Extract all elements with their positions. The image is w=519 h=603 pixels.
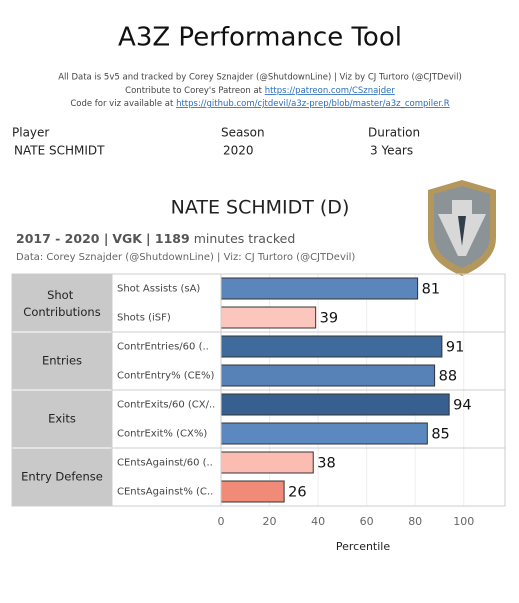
bar (220, 422, 428, 445)
bar (220, 480, 285, 503)
bar (220, 335, 443, 358)
x-tick-label: 0 (218, 515, 225, 528)
value-label: 38 (317, 456, 335, 472)
credit: Contribute to Corey's Patreon at (125, 86, 262, 96)
value-label: 85 (431, 427, 449, 443)
value-label: 26 (288, 485, 306, 501)
bar (220, 393, 450, 416)
category-label: Shots (iSF) (117, 313, 171, 324)
value-label: 39 (320, 311, 338, 327)
x-tick-label: 40 (311, 515, 325, 528)
value-label: 88 (439, 369, 457, 385)
subtitle-part: 2017 - 2020 | (16, 231, 108, 246)
group-cell (11, 273, 113, 333)
filter-value[interactable]: 2020 (223, 144, 254, 158)
filter-label: Season (221, 126, 265, 140)
x-tick-label: 60 (360, 515, 374, 528)
subtitle: 2017 - 2020 | VGK | 1189 minutes tracked (16, 231, 295, 246)
value-label: 91 (446, 340, 464, 356)
link[interactable]: https://patreon.com/CSznajder (265, 86, 396, 96)
subtitle-part: minutes tracked (194, 231, 296, 246)
source: Data: Corey Sznajder (@ShutdownLine) | V… (16, 252, 355, 263)
x-axis-label: Percentile (336, 540, 391, 553)
category-label: ContrExit% (CX%) (117, 429, 207, 440)
filter-label: Player (12, 126, 49, 140)
value-label: 81 (422, 282, 440, 298)
category-label: ContrExits/60 (CX/.. (117, 400, 215, 411)
credit: Code for viz available at (70, 99, 174, 109)
x-tick-label: 20 (263, 515, 277, 528)
category-label: ContrEntry% (CE%) (117, 371, 214, 382)
category-label: Shot Assists (sA) (117, 284, 200, 295)
group-cell (11, 389, 113, 449)
category-label: CEntsAgainst% (C.. (117, 487, 213, 498)
bar (220, 451, 314, 474)
category-label: ContrEntries/60 (.. (117, 342, 209, 353)
group-label: Shot Contributions (23, 288, 100, 319)
value-label: 94 (453, 398, 471, 414)
group-label: Entry Defense (21, 470, 103, 484)
table-border (11, 273, 506, 507)
bar (220, 277, 419, 300)
x-tick-label: 100 (453, 515, 474, 528)
filter-label: Duration (368, 126, 420, 140)
group-label: Entries (42, 354, 82, 368)
bar (220, 306, 317, 329)
filter-value[interactable]: 3 Years (370, 144, 413, 158)
x-tick-label: 80 (408, 515, 422, 528)
link[interactable]: https://github.com/cjtdevil/a3z-prep/blo… (176, 99, 450, 109)
logo (428, 180, 496, 276)
bar (220, 364, 436, 387)
group-label: Exits (48, 412, 76, 426)
filter-value[interactable]: NATE SCHMIDT (14, 144, 105, 158)
category-label: CEntsAgainst/60 (.. (117, 458, 213, 469)
credit: All Data is 5v5 and tracked by Corey Szn… (58, 73, 462, 83)
subtitle-part: VGK (112, 231, 143, 246)
credit: Code for viz available at https://github… (70, 99, 449, 109)
chart-title: NATE SCHMIDT (D) (171, 197, 350, 219)
subtitle-part: | 1189 (146, 231, 190, 246)
title: A3Z Performance Tool (118, 23, 402, 53)
credit: Contribute to Corey's Patreon at https:/… (125, 86, 395, 96)
